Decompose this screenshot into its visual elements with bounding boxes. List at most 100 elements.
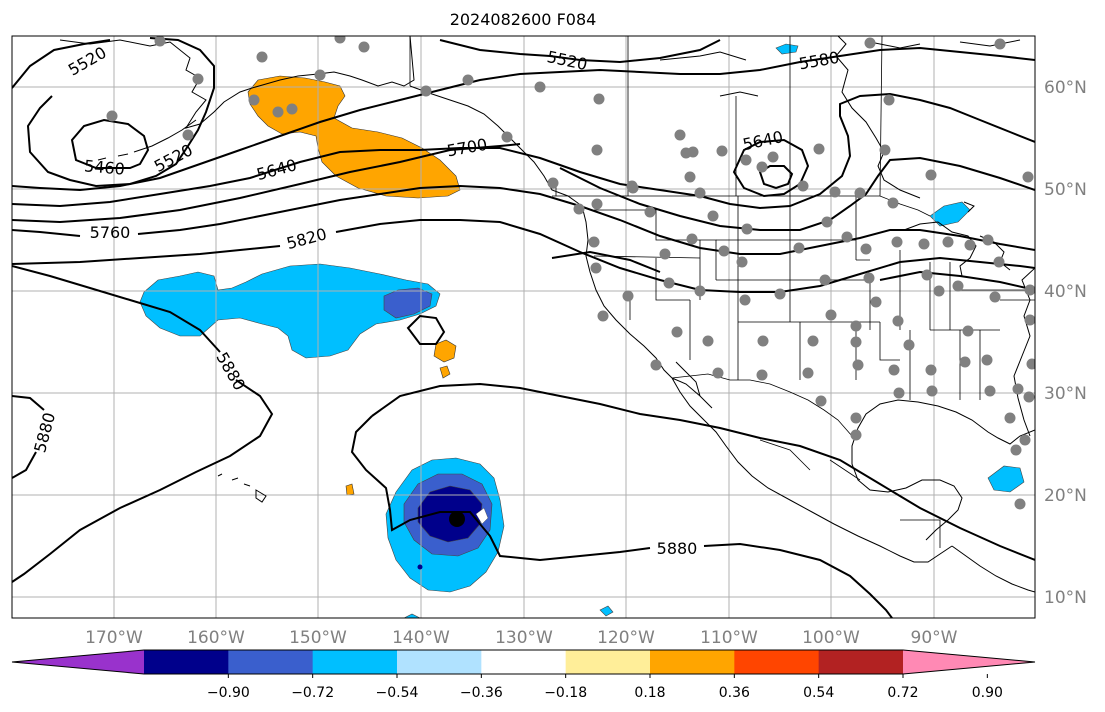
station-marker — [707, 210, 719, 222]
station-marker — [626, 180, 638, 192]
arctic-islands — [659, 39, 1021, 97]
station-marker — [891, 236, 903, 248]
station-marker — [989, 291, 1001, 303]
colorbar-segment — [650, 650, 735, 674]
contour-5760 — [12, 184, 1035, 255]
station-marker — [850, 320, 862, 332]
station-marker — [959, 356, 971, 368]
lat-tick-label: 50°N — [1044, 180, 1087, 200]
colorbar-tick-label: −0.18 — [544, 685, 587, 701]
orange-anomaly-blob-small — [433, 339, 457, 363]
station-marker — [964, 239, 976, 251]
orange-anomaly-dot-2 — [345, 483, 355, 496]
station-marker — [925, 169, 937, 181]
station-marker — [883, 94, 895, 106]
station-marker — [982, 234, 994, 246]
baja-california — [671, 361, 953, 563]
station-marker — [1010, 444, 1022, 456]
alaska-coast — [59, 36, 415, 129]
lat-tick-label: 10°N — [1044, 588, 1087, 608]
station-marker — [797, 180, 809, 192]
station-marker — [813, 143, 825, 155]
station-marker — [942, 236, 954, 248]
station-marker — [933, 285, 945, 297]
station-marker — [622, 290, 634, 302]
mid-blue-anomaly-region — [383, 287, 433, 319]
station-marker — [1023, 391, 1035, 403]
station-marker — [659, 248, 671, 260]
colorbar-tick-label: 0.36 — [719, 685, 750, 701]
station-marker — [952, 280, 964, 292]
lon-tick-label: 90°W — [911, 628, 958, 648]
station-marker — [702, 335, 714, 347]
hurricane-core-white-patch — [475, 507, 489, 525]
station-marker — [767, 151, 779, 163]
station-marker — [718, 245, 730, 257]
station-marker — [984, 385, 996, 397]
station-marker — [850, 429, 862, 441]
station-marker — [1024, 284, 1035, 296]
colorbar-tick-label: 0.72 — [887, 685, 918, 701]
station-marker — [334, 36, 346, 44]
station-marker — [694, 285, 706, 297]
colorbar-segment — [481, 650, 567, 674]
station-marker — [573, 203, 585, 215]
colorbar-tick-label: −0.90 — [207, 685, 250, 701]
station-marker — [815, 395, 827, 407]
station-marker — [993, 256, 1005, 268]
mexico-states — [759, 439, 941, 548]
station-marker — [841, 231, 853, 243]
colorbar-outline — [11, 649, 1036, 675]
map-panel: 5520 5520 5580 5460 5520 5640 5700 5640 … — [12, 36, 1035, 618]
station-marker — [192, 73, 204, 85]
colorbar-tick-label: −0.54 — [376, 685, 419, 701]
station-marker — [358, 41, 370, 53]
lat-tick-label: 40°N — [1044, 282, 1087, 302]
station-marker — [740, 154, 752, 166]
lon-tick-label: 130°W — [495, 628, 553, 648]
light-blue-anomaly-small — [599, 605, 614, 617]
station-marker — [879, 144, 891, 156]
station-marker — [663, 277, 675, 289]
station-marker — [501, 131, 513, 143]
colorbar-segment — [818, 650, 904, 674]
longitude-tick-labels: 170°W 160°W 150°W 140°W 130°W 120°W 110°… — [85, 628, 958, 648]
station-marker — [921, 269, 933, 281]
station-marker — [106, 110, 118, 122]
station-marker — [829, 186, 841, 198]
colorbar-tick-label: −0.72 — [291, 685, 334, 701]
contour-5520-north — [439, 39, 721, 64]
station-marker — [686, 233, 698, 245]
station-marker — [591, 144, 603, 156]
us-state-lines-west — [593, 196, 801, 380]
contour-5700 — [12, 143, 1035, 231]
station-marker — [674, 129, 686, 141]
gulf-of-mexico-coast — [851, 399, 1035, 541]
contour-label: 5880 — [657, 539, 698, 558]
contour-5520-west — [12, 37, 215, 188]
lon-tick-label: 150°W — [289, 628, 347, 648]
hawaii-islands — [217, 473, 267, 503]
station-marker — [825, 309, 837, 321]
station-marker — [644, 206, 656, 218]
station-marker — [593, 93, 605, 105]
aleutian-islands — [97, 119, 197, 161]
station-marker — [994, 38, 1006, 50]
contour-label: 5460 — [83, 156, 125, 178]
station-marker — [272, 106, 284, 118]
orange-anomaly-region — [247, 75, 461, 199]
lon-tick-label: 160°W — [187, 628, 245, 648]
station-marker — [1004, 412, 1016, 424]
contour-5580 — [12, 46, 1035, 192]
colorbar-segment — [144, 650, 229, 674]
station-marker — [588, 236, 600, 248]
station-marker — [1024, 314, 1035, 326]
contour-5880-main — [12, 265, 274, 583]
contour-5880-west — [12, 395, 45, 479]
contour-5880-southern — [350, 415, 893, 618]
station-marker — [286, 103, 298, 115]
station-marker — [1026, 358, 1035, 370]
lon-tick-label: 140°W — [392, 628, 450, 648]
station-marker — [962, 325, 974, 337]
